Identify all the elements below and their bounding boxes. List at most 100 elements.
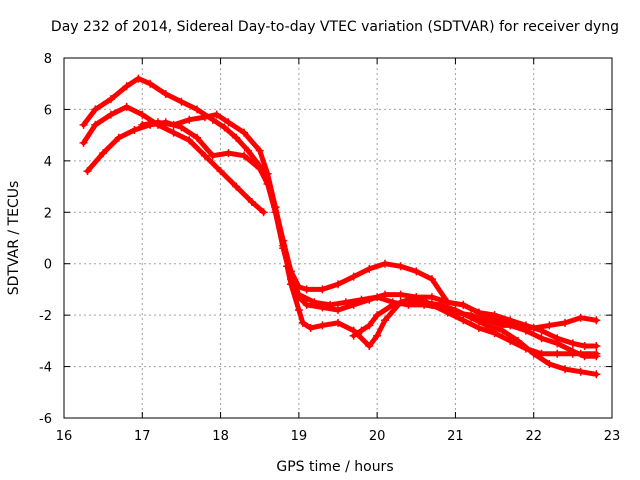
- data-point: [259, 208, 268, 217]
- x-tick-label: 20: [369, 429, 386, 444]
- axis-ticks: [63, 57, 613, 419]
- data-point: [427, 275, 436, 284]
- data-point: [568, 339, 577, 348]
- data-point: [474, 324, 483, 332]
- y-tick-label: -4: [39, 361, 52, 376]
- data-point: [420, 298, 429, 307]
- data-point: [255, 164, 264, 173]
- data-point: [208, 151, 217, 160]
- data-point: [302, 300, 311, 309]
- data-point: [334, 306, 342, 314]
- data-point: [373, 311, 382, 320]
- data-point: [114, 133, 123, 142]
- data-point: [388, 300, 397, 309]
- data-point: [122, 102, 131, 111]
- data-point: [91, 105, 100, 114]
- x-tick-label: 17: [134, 429, 151, 444]
- x-tick-label: 21: [447, 429, 464, 444]
- data-traces: [79, 74, 601, 379]
- data-point: [334, 318, 342, 327]
- data-point: [169, 128, 178, 137]
- plot-border: [63, 57, 613, 419]
- x-tick-label: 18: [212, 429, 229, 444]
- data-point: [545, 360, 554, 368]
- data-point: [240, 151, 249, 160]
- data-point: [561, 318, 570, 327]
- data-point: [396, 262, 405, 271]
- series-line: [139, 112, 599, 331]
- data-point: [177, 97, 186, 106]
- x-axis-title: GPS time / hours: [276, 459, 393, 475]
- data-point: [83, 167, 92, 176]
- series-line: [351, 299, 599, 377]
- data-point: [514, 336, 523, 345]
- data-point: [404, 298, 413, 307]
- data-point: [561, 365, 570, 374]
- y-tick-label: -2: [39, 309, 52, 324]
- data-point: [106, 95, 115, 104]
- data-point: [185, 115, 194, 124]
- data-point: [357, 326, 366, 335]
- data-point: [247, 198, 256, 206]
- x-tick-label: 22: [525, 429, 542, 444]
- series-trace-6: [349, 298, 601, 379]
- data-point: [302, 285, 311, 294]
- data-point: [334, 280, 342, 289]
- y-tick-label: -6: [39, 412, 52, 427]
- data-point: [279, 241, 288, 250]
- data-point: [232, 133, 241, 142]
- data-point: [580, 342, 589, 350]
- data-point: [545, 321, 554, 330]
- data-point: [365, 342, 374, 350]
- data-point: [185, 136, 194, 145]
- data-point: [592, 349, 601, 358]
- data-point: [255, 146, 264, 155]
- data-point: [553, 349, 562, 358]
- data-point: [365, 321, 374, 330]
- data-point: [294, 306, 303, 314]
- y-tick-label: 6: [44, 103, 52, 118]
- data-point: [134, 74, 143, 83]
- data-point: [91, 120, 100, 129]
- data-point: [283, 262, 292, 271]
- data-point: [216, 167, 225, 176]
- x-tick-label: 23: [604, 429, 621, 444]
- data-point: [349, 331, 358, 340]
- tick-labels: 16 17 18 19 20 21 22 23 -6 -4 -2 0 2 4 6 8: [39, 52, 620, 444]
- data-point: [79, 138, 88, 147]
- data-point: [138, 110, 147, 119]
- data-point: [318, 285, 327, 294]
- data-point: [287, 280, 296, 289]
- data-point: [380, 259, 389, 268]
- data-point: [122, 82, 131, 91]
- x-tick-label: 19: [291, 429, 308, 444]
- y-axis-title: SDTVAR / TECUs: [6, 181, 22, 296]
- chart-title: Day 232 of 2014, Sidereal Day-to-day VTE…: [51, 19, 619, 35]
- data-point: [373, 293, 382, 302]
- data-point: [130, 126, 139, 134]
- data-point: [459, 300, 468, 309]
- data-point: [310, 298, 319, 307]
- data-point: [341, 298, 350, 307]
- series-trace-2: [79, 102, 268, 217]
- data-point: [146, 79, 155, 88]
- data-point: [514, 321, 523, 330]
- data-point: [349, 272, 358, 281]
- data-point: [220, 123, 229, 132]
- data-point: [200, 151, 209, 160]
- data-point: [451, 306, 460, 314]
- y-tick-label: 8: [44, 52, 52, 67]
- data-point: [427, 293, 436, 302]
- grid: [64, 58, 612, 418]
- data-point: [576, 367, 585, 376]
- data-point: [298, 318, 307, 327]
- data-point: [99, 149, 108, 158]
- data-point: [592, 316, 601, 325]
- data-point: [568, 349, 577, 358]
- data-point: [576, 349, 585, 358]
- y-tick-label: 4: [44, 155, 52, 170]
- data-point: [380, 316, 389, 325]
- data-point: [263, 169, 272, 178]
- x-tick-label: 16: [56, 429, 73, 444]
